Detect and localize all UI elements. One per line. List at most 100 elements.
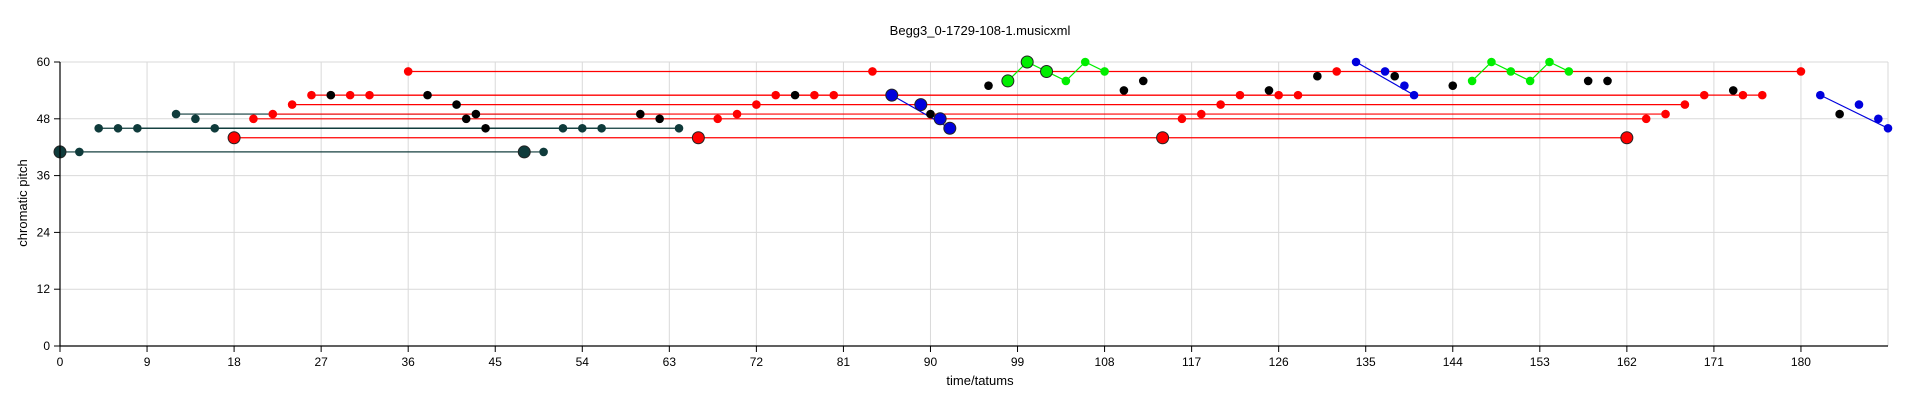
note-point xyxy=(1235,90,1245,100)
note-point xyxy=(1119,86,1129,95)
y-tick-label: 60 xyxy=(37,55,51,69)
note-point xyxy=(868,67,877,76)
note-point xyxy=(403,67,413,76)
x-tick-label: 108 xyxy=(1095,355,1115,369)
note-point xyxy=(1661,109,1670,119)
note-point xyxy=(926,109,935,119)
note-links xyxy=(60,61,1889,153)
note-point xyxy=(471,109,481,119)
note-point xyxy=(1583,76,1593,86)
note-point xyxy=(1080,57,1090,67)
note-point xyxy=(75,147,84,157)
note-point xyxy=(943,121,957,135)
x-tick-label: 171 xyxy=(1704,355,1724,369)
note-point xyxy=(810,90,819,100)
note-point xyxy=(287,100,297,109)
note-point xyxy=(597,123,606,133)
note-point xyxy=(539,147,548,157)
x-tick-label: 162 xyxy=(1617,355,1637,369)
note-point xyxy=(1264,86,1274,95)
note-point xyxy=(481,123,490,133)
note-point xyxy=(885,88,899,102)
note-point xyxy=(1680,100,1690,109)
note-point xyxy=(1293,90,1303,100)
note-point xyxy=(1506,67,1516,76)
note-point xyxy=(517,145,531,159)
note-point xyxy=(345,90,355,100)
note-point xyxy=(133,123,142,133)
note-point xyxy=(1332,67,1341,76)
note-points xyxy=(53,55,1893,159)
note-point xyxy=(1603,76,1612,86)
note-point xyxy=(732,109,742,119)
y-axis-label: chromatic pitch xyxy=(15,159,30,246)
x-tick-label: 54 xyxy=(576,355,590,369)
x-tick-label: 9 xyxy=(144,355,151,369)
y-tick-label: 48 xyxy=(37,112,51,126)
x-tick-label: 153 xyxy=(1530,355,1550,369)
y-tick-label: 36 xyxy=(37,169,51,183)
note-point xyxy=(1525,76,1535,86)
note-point xyxy=(790,90,800,100)
note-point xyxy=(984,81,993,90)
x-tick-labels: 0 9 18 27 36 45 54 63 72 81 90 99 108 117 126 135 144 153… xyxy=(57,355,1812,369)
note-point xyxy=(461,114,471,124)
note-point xyxy=(1699,90,1709,100)
x-tick-label: 27 xyxy=(314,355,328,369)
y-tick-label: 12 xyxy=(37,282,51,296)
x-tick-label: 144 xyxy=(1443,355,1463,369)
note-point xyxy=(1409,90,1419,100)
note-point xyxy=(1156,131,1170,145)
note-point xyxy=(1216,100,1225,109)
note-point xyxy=(1390,71,1400,81)
note-point xyxy=(1196,109,1206,119)
note-point xyxy=(829,90,839,100)
chart-title: Begg3_0-1729-108-1.musicxml xyxy=(890,23,1071,38)
note-point xyxy=(1728,86,1738,95)
note-point xyxy=(1100,67,1109,76)
note-point xyxy=(1835,109,1844,119)
note-point xyxy=(1883,123,1893,133)
note-point xyxy=(1815,90,1825,100)
x-tick-label: 63 xyxy=(663,355,677,369)
x-tick-label: 180 xyxy=(1791,355,1811,369)
note-point xyxy=(1641,114,1651,124)
note-point xyxy=(326,90,336,100)
note-point xyxy=(210,123,220,133)
note-point xyxy=(914,98,928,112)
x-tick-label: 81 xyxy=(837,355,851,369)
note-point xyxy=(1757,90,1767,100)
note-point xyxy=(1020,55,1034,69)
note-point xyxy=(933,112,947,126)
note-point xyxy=(1351,57,1361,67)
note-point xyxy=(452,100,461,109)
x-tick-label: 0 xyxy=(57,355,64,369)
note-point xyxy=(1274,90,1283,100)
y-tick-label: 24 xyxy=(37,225,51,239)
x-tick-label: 99 xyxy=(1011,355,1025,369)
note-point xyxy=(1061,76,1071,86)
note-point xyxy=(1448,81,1458,90)
x-tick-label: 135 xyxy=(1356,355,1376,369)
note-point xyxy=(752,100,761,109)
note-point xyxy=(113,123,123,133)
x-tick-label: 117 xyxy=(1182,355,1201,369)
note-point xyxy=(1467,76,1477,86)
note-point xyxy=(655,114,664,124)
y-tick-labels: 0 12 24 36 48 60 xyxy=(37,55,51,353)
note-point xyxy=(365,90,374,100)
note-link-line xyxy=(1355,61,1415,96)
x-tick-label: 18 xyxy=(227,355,241,369)
x-tick-label: 45 xyxy=(489,355,503,369)
x-tick-label: 72 xyxy=(750,355,764,369)
note-point xyxy=(191,114,200,124)
y-tick-label: 0 xyxy=(43,339,50,353)
note-point xyxy=(713,114,722,124)
x-tick-label: 126 xyxy=(1269,355,1289,369)
note-point xyxy=(1874,114,1883,124)
note-point xyxy=(1177,114,1187,124)
note-point xyxy=(771,90,781,100)
note-point xyxy=(1400,81,1409,90)
